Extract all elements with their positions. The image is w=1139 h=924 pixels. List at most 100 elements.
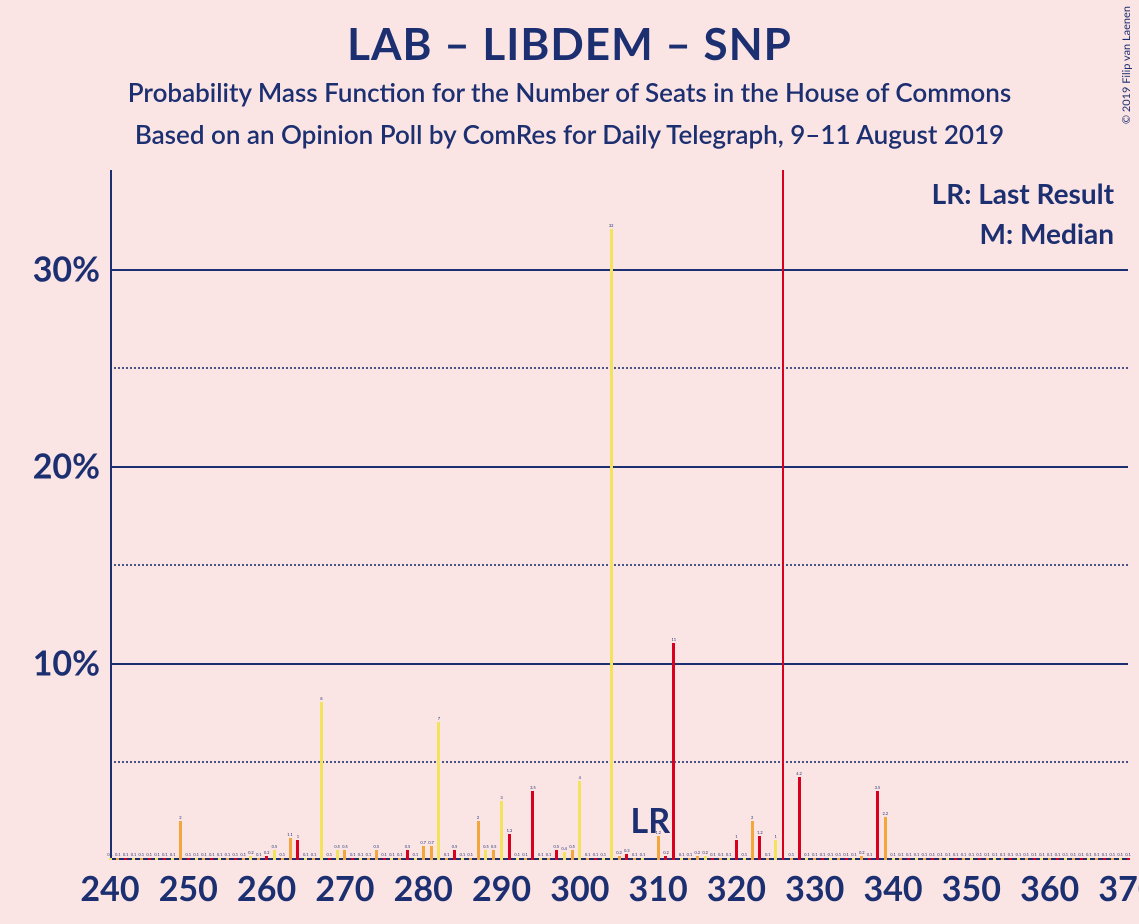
chart-bar-value-label: 0.1	[303, 852, 309, 857]
chart-bar-value-label: 0.7	[428, 840, 434, 845]
chart-bar-value-label: 0.1	[240, 852, 246, 857]
chart-bar	[367, 858, 370, 860]
chart-bar-value-label: 0.7	[420, 840, 426, 845]
chart-bar	[1095, 858, 1098, 860]
chart-bar-value-label: 1.2	[757, 830, 763, 835]
chart-bar	[547, 858, 550, 860]
page-root: LAB – LIBDEM – SNP Probability Mass Func…	[0, 0, 1139, 924]
chart-bar	[829, 858, 832, 860]
chart-bar-value-label: 0.1	[640, 852, 646, 857]
chart-bar	[931, 858, 934, 860]
chart-bar	[195, 858, 198, 860]
chart-bar-value-label: 0.5	[452, 844, 458, 849]
x-axis-tick-label: 360	[1020, 868, 1079, 909]
chart-bar	[664, 856, 667, 860]
chart-bar-value-label: 0.1	[804, 852, 810, 857]
chart-bar	[696, 856, 699, 860]
chart-bar	[892, 858, 895, 860]
chart-bar	[719, 858, 722, 860]
chart-bar	[594, 858, 597, 860]
chart-bar	[1072, 858, 1075, 860]
chart-bar	[798, 777, 801, 860]
chart-bar-value-label: 0.1	[232, 852, 238, 857]
chart-bar-value-label: 2	[751, 815, 753, 820]
chart-bar	[907, 858, 910, 860]
chart-bar	[375, 850, 378, 860]
chart-bar	[289, 838, 292, 860]
chart-bar-value-label: 7	[438, 716, 440, 721]
chart-bar-value-label: 0.2	[264, 850, 270, 855]
chart-bar	[954, 858, 957, 860]
y-axis-tick-label: 20%	[33, 445, 100, 486]
chart-bar-value-label: 0.1	[898, 852, 904, 857]
chart-bar-value-label: 0.1	[217, 852, 223, 857]
chart-bar-value-label: 0.1	[389, 852, 395, 857]
chart-bar-value-label: 0.1	[593, 852, 599, 857]
last-result-label: LR	[631, 800, 671, 841]
chart-bar-value-label: 0.1	[1102, 852, 1108, 857]
chart-bar-value-label: 0.1	[256, 852, 262, 857]
chart-bar	[1127, 858, 1130, 860]
chart-bar	[508, 834, 511, 860]
chart-bar-value-label: 0.1	[1125, 852, 1131, 857]
chart-bar	[876, 791, 879, 860]
chart-bar	[821, 858, 824, 860]
chart-bar-value-label: 0.1	[741, 852, 747, 857]
x-axis-tick-label: 350	[942, 868, 1001, 909]
chart-bar	[116, 858, 119, 860]
chart-bar-value-label: 0.1	[820, 852, 826, 857]
x-axis-tick-label: 330	[785, 868, 844, 909]
copyright-text: © 2019 Filip van Laenen	[1120, 6, 1133, 124]
chart-bar-value-label: 0.1	[444, 852, 450, 857]
chart-bar-value-label: 0.1	[381, 852, 387, 857]
chart-bar-value-label: 0.1	[679, 852, 685, 857]
chart-bar-value-label: 0.1	[1070, 852, 1076, 857]
chart-bar-value-label: 0.2	[248, 850, 254, 855]
chart-bar-value-label: 0.1	[170, 852, 176, 857]
chart-bar	[868, 858, 871, 860]
chart-bar	[257, 858, 260, 860]
chart-bar	[618, 856, 621, 860]
chart-bar-value-label: 0.1	[397, 852, 403, 857]
chart-bar-value-label: 0.1	[835, 852, 841, 857]
x-axis-tick-label: 290	[472, 868, 531, 909]
legend-lr: LR: Last Result	[932, 176, 1114, 210]
chart-bar	[414, 858, 417, 860]
chart-bar-value-label: 0.1	[1000, 852, 1006, 857]
chart-bar-value-label: 0.1	[851, 852, 857, 857]
chart-bar-value-label: 0.1	[1063, 852, 1069, 857]
chart-bar-value-label: 0.1	[460, 852, 466, 857]
chart-bar	[986, 858, 989, 860]
chart-bar	[171, 858, 174, 860]
chart-bar-value-label: 0.1	[984, 852, 990, 857]
x-axis-tick-label: 260	[237, 868, 296, 909]
chart-bar-value-label: 0.1	[945, 852, 951, 857]
chart-bar	[140, 858, 143, 860]
chart-bar	[1087, 858, 1090, 860]
chart-bar-value-label: 4.2	[796, 771, 802, 776]
chart-bar-value-label: 0.2	[616, 850, 622, 855]
chart-bar-value-label: 0.1	[922, 852, 928, 857]
y-axis-tick-label: 10%	[33, 642, 100, 683]
chart-bar-value-label: 0.1	[632, 852, 638, 857]
x-axis-tick-label: 310	[629, 868, 688, 909]
chart-bar	[304, 858, 307, 860]
chart-bar-value-label: 0.1	[366, 852, 372, 857]
chart-bar-value-label: 0.1	[546, 852, 552, 857]
chart-subtitle-2: Based on an Opinion Poll by ComRes for D…	[0, 118, 1139, 150]
chart-bar-value-label: 32	[609, 223, 614, 228]
chart-bar	[727, 858, 730, 860]
chart-bar-value-label: 0.1	[311, 852, 317, 857]
chart-bar	[155, 858, 158, 860]
chart-bar-value-label: 0.1	[522, 852, 528, 857]
chart-bar-value-label: 0.1	[193, 852, 199, 857]
y-axis-tick-label: 30%	[33, 248, 100, 289]
chart-bar	[242, 858, 245, 860]
chart-bar	[296, 840, 299, 860]
chart-bar-value-label: 0.1	[225, 852, 231, 857]
chart-bar-value-label: 0.1	[953, 852, 959, 857]
chart-bar	[1017, 858, 1020, 860]
chart-bar	[1111, 858, 1114, 860]
chart-bar-value-label: 0.1	[843, 852, 849, 857]
chart-bar	[884, 817, 887, 860]
